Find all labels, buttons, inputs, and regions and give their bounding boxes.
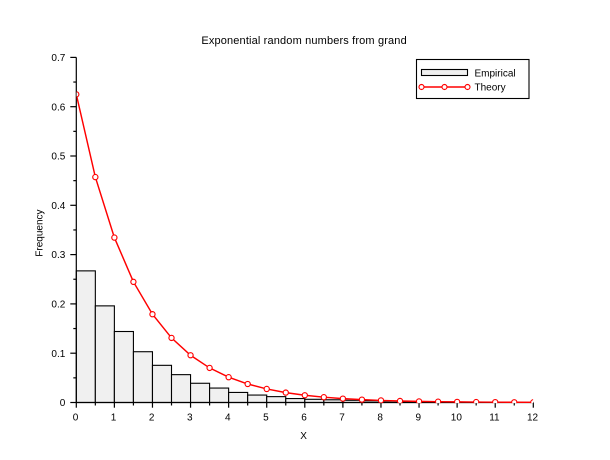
svg-text:8: 8: [377, 413, 383, 424]
svg-text:11: 11: [489, 413, 500, 424]
svg-text:0.3: 0.3: [51, 250, 65, 261]
svg-text:1: 1: [111, 413, 117, 424]
svg-text:3: 3: [187, 413, 193, 424]
svg-text:0.2: 0.2: [51, 300, 65, 311]
svg-text:Empirical: Empirical: [475, 68, 516, 79]
svg-text:6: 6: [301, 413, 307, 424]
svg-text:Exponential random numbers fro: Exponential random numbers from grand: [201, 35, 407, 47]
svg-text:0: 0: [60, 398, 66, 409]
svg-text:0.7: 0.7: [51, 53, 65, 64]
svg-text:12: 12: [527, 413, 539, 424]
svg-text:7: 7: [339, 413, 345, 424]
svg-text:5: 5: [263, 413, 269, 424]
svg-text:Theory: Theory: [475, 83, 506, 94]
svg-text:Frequency: Frequency: [35, 209, 46, 256]
svg-text:0.4: 0.4: [51, 201, 65, 212]
svg-text:10: 10: [451, 413, 463, 424]
svg-text:0.1: 0.1: [51, 349, 65, 360]
svg-text:0.6: 0.6: [51, 102, 65, 113]
svg-text:4: 4: [225, 413, 231, 424]
svg-text:X: X: [300, 431, 307, 442]
svg-text:0.5: 0.5: [51, 152, 65, 163]
svg-text:0: 0: [73, 413, 79, 424]
svg-text:9: 9: [415, 413, 421, 424]
svg-text:2: 2: [149, 413, 155, 424]
